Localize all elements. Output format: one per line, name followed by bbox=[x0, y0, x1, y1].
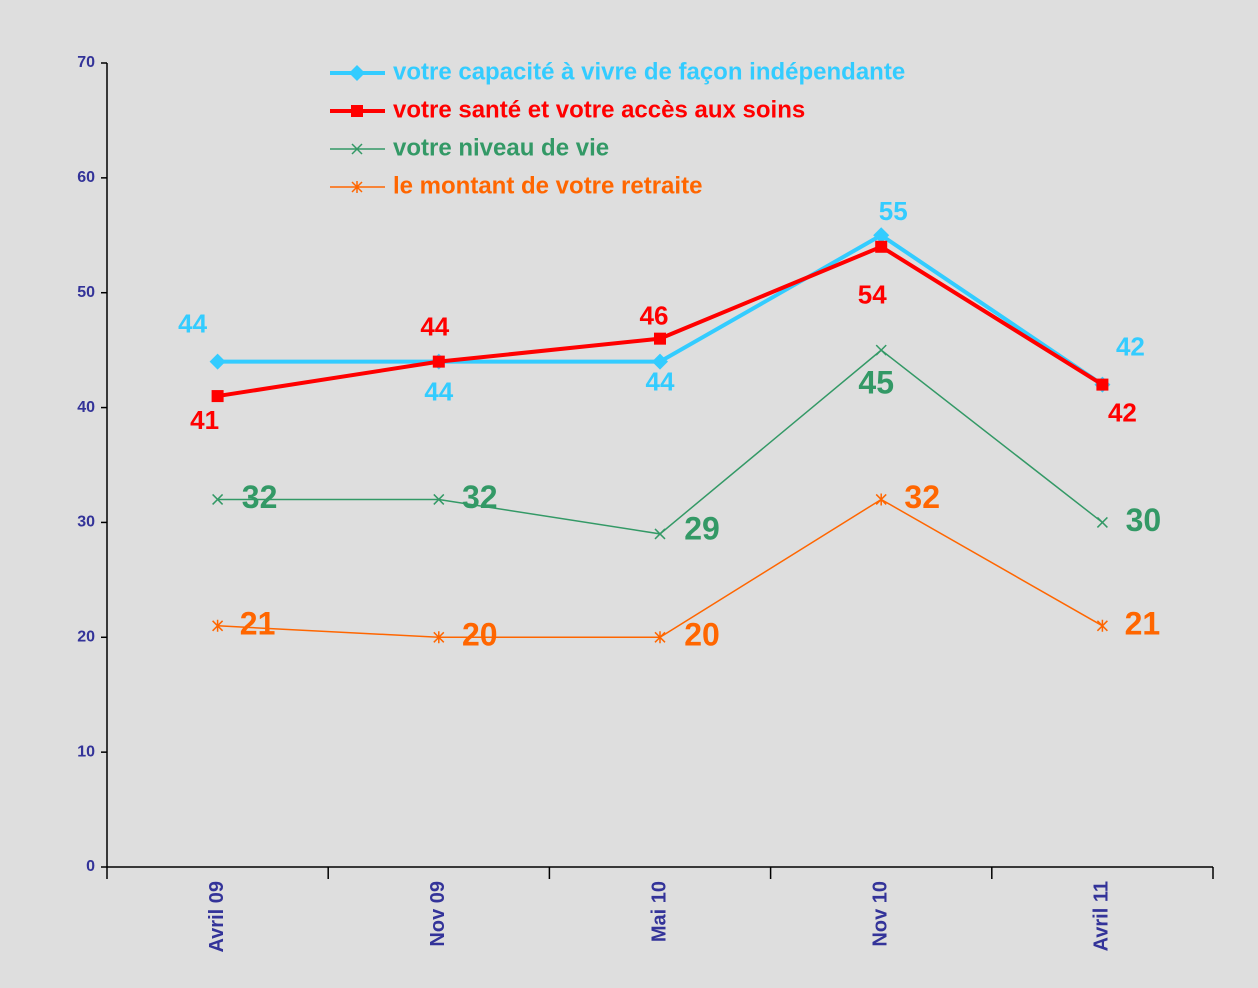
data-label: 21 bbox=[1125, 605, 1161, 641]
data-label: 44 bbox=[424, 377, 453, 407]
marker bbox=[875, 344, 887, 356]
legend-marker bbox=[349, 65, 365, 81]
data-label: 54 bbox=[858, 280, 887, 310]
x-tick-label: Nov 09 bbox=[427, 881, 449, 947]
marker bbox=[211, 390, 224, 403]
data-label: 42 bbox=[1108, 397, 1137, 427]
marker bbox=[654, 631, 666, 644]
x-tick-label: Nov 10 bbox=[869, 881, 891, 947]
marker bbox=[875, 240, 888, 253]
marker bbox=[1096, 516, 1108, 528]
legend-label: votre niveau de vie bbox=[393, 134, 609, 161]
data-label: 20 bbox=[684, 617, 720, 653]
marker bbox=[433, 493, 445, 505]
legend-label: le montant de votre retraite bbox=[393, 172, 702, 199]
data-label: 46 bbox=[640, 301, 669, 331]
data-label: 44 bbox=[646, 367, 675, 397]
marker bbox=[875, 493, 887, 506]
data-label: 32 bbox=[242, 479, 278, 515]
data-label: 20 bbox=[462, 617, 498, 653]
marker bbox=[1096, 378, 1109, 391]
y-tick-label: 50 bbox=[77, 284, 95, 301]
marker bbox=[1096, 619, 1108, 632]
data-label: 44 bbox=[178, 309, 207, 339]
y-tick-label: 40 bbox=[77, 399, 95, 416]
legend-marker bbox=[351, 181, 363, 193]
data-label: 45 bbox=[858, 365, 894, 401]
y-tick-label: 0 bbox=[86, 858, 95, 875]
legend-label: votre santé et votre accès aux soins bbox=[393, 96, 805, 123]
data-label: 21 bbox=[240, 605, 276, 641]
data-label: 42 bbox=[1116, 331, 1145, 361]
data-label: 32 bbox=[904, 479, 940, 515]
marker bbox=[432, 355, 445, 368]
marker bbox=[212, 619, 224, 632]
legend-label: votre capacité à vivre de façon indépend… bbox=[393, 58, 905, 85]
data-label: 44 bbox=[420, 312, 449, 342]
data-label: 32 bbox=[462, 479, 498, 515]
x-tick-label: Avril 11 bbox=[1091, 881, 1113, 951]
y-tick-label: 20 bbox=[77, 629, 95, 646]
marker bbox=[873, 227, 890, 244]
marker bbox=[212, 493, 224, 505]
data-label: 55 bbox=[879, 196, 908, 226]
data-label: 30 bbox=[1126, 502, 1162, 538]
x-tick-label: Avril 09 bbox=[206, 881, 228, 953]
marker bbox=[209, 353, 226, 370]
x-tick-label: Mai 10 bbox=[648, 881, 670, 942]
data-label: 41 bbox=[190, 405, 219, 435]
marker bbox=[654, 528, 666, 540]
legend-marker bbox=[351, 105, 363, 117]
legend-marker bbox=[351, 143, 363, 155]
y-tick-label: 60 bbox=[77, 169, 95, 186]
y-tick-label: 70 bbox=[77, 54, 95, 71]
marker bbox=[433, 631, 445, 644]
y-tick-label: 30 bbox=[77, 514, 95, 531]
data-label: 29 bbox=[684, 510, 720, 546]
marker bbox=[654, 332, 666, 345]
y-tick-label: 10 bbox=[77, 743, 95, 760]
marker bbox=[652, 353, 668, 370]
